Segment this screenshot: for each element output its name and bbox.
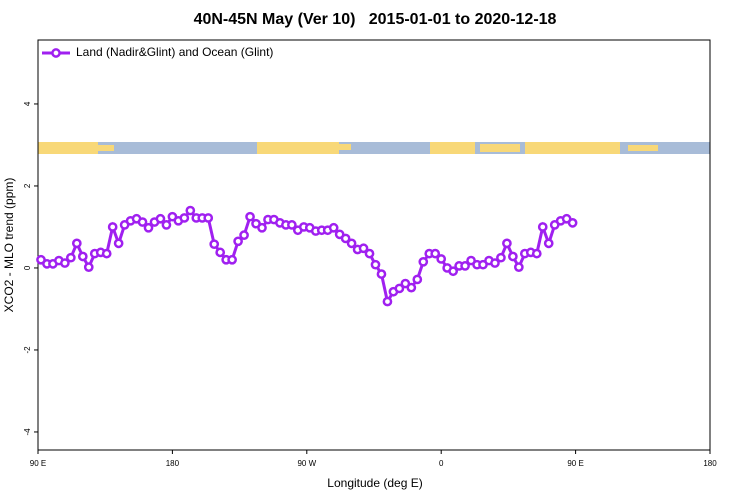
y-tick-label: -2 [23,346,32,354]
data-point [113,238,124,249]
data-point [209,239,220,250]
data-point [83,262,94,272]
data-point [239,230,249,241]
data-point [531,248,542,259]
y-axis-label: XCO2 - MLO trend (ppm) [2,178,16,313]
data-point [418,256,429,267]
data-point [537,222,548,232]
data-point [257,222,267,233]
data-point [155,213,166,224]
data-point [161,220,172,230]
data-point [358,243,369,254]
data-point [370,259,381,270]
data-point [382,296,393,307]
data-point [203,213,214,223]
data-point [185,205,196,216]
y-tick-label: 4 [23,101,32,106]
data-point [143,222,154,233]
y-tick-label: -4 [23,428,32,436]
legend-label: Land (Nadir&Glint) and Ocean (Glint) [76,45,273,59]
x-tick-label: 180 [703,459,717,468]
data-point [394,283,405,294]
data-point [340,233,351,244]
data-point [514,262,524,272]
data-point [412,274,423,285]
legend-marker [51,48,61,58]
plot-frame [37,39,711,451]
data-point [245,211,255,222]
data-point [107,222,118,232]
data-point [328,222,339,233]
data-point [406,282,417,293]
y-tick-label: 2 [23,183,32,188]
y-tick-label: 0 [23,265,32,270]
data-point [287,220,297,230]
data-point [460,261,470,271]
data-point [448,266,458,277]
data-point [346,238,357,249]
data-point [179,213,190,223]
data-point [215,247,226,258]
data-point [71,238,82,249]
data-point [137,217,148,227]
x-tick-label: 90 E [30,459,46,468]
data-point [567,218,578,228]
data-point [60,258,70,268]
data-point [66,252,76,263]
x-axis-label: Longitude (deg E) [327,476,422,490]
data-point [508,251,518,262]
data-point [490,258,500,268]
data-point [430,248,441,259]
data-point [233,236,243,247]
data-point [502,238,512,249]
data-point [77,251,88,262]
data-point [101,248,112,259]
data-point [496,252,506,263]
land-ocean-strip [38,142,710,154]
data-point [436,254,447,264]
data-point [364,248,375,259]
x-tick-label: 180 [166,459,180,468]
data-point [376,269,387,279]
x-tick-label: 0 [439,459,444,468]
x-tick-label: 90 E [567,459,583,468]
data-point [227,254,237,265]
data-point [543,238,554,249]
x-tick-label: 90 W [297,459,316,468]
chart-title: 40N-45N May (Ver 10) 2015-01-01 to 2020-… [194,11,557,28]
